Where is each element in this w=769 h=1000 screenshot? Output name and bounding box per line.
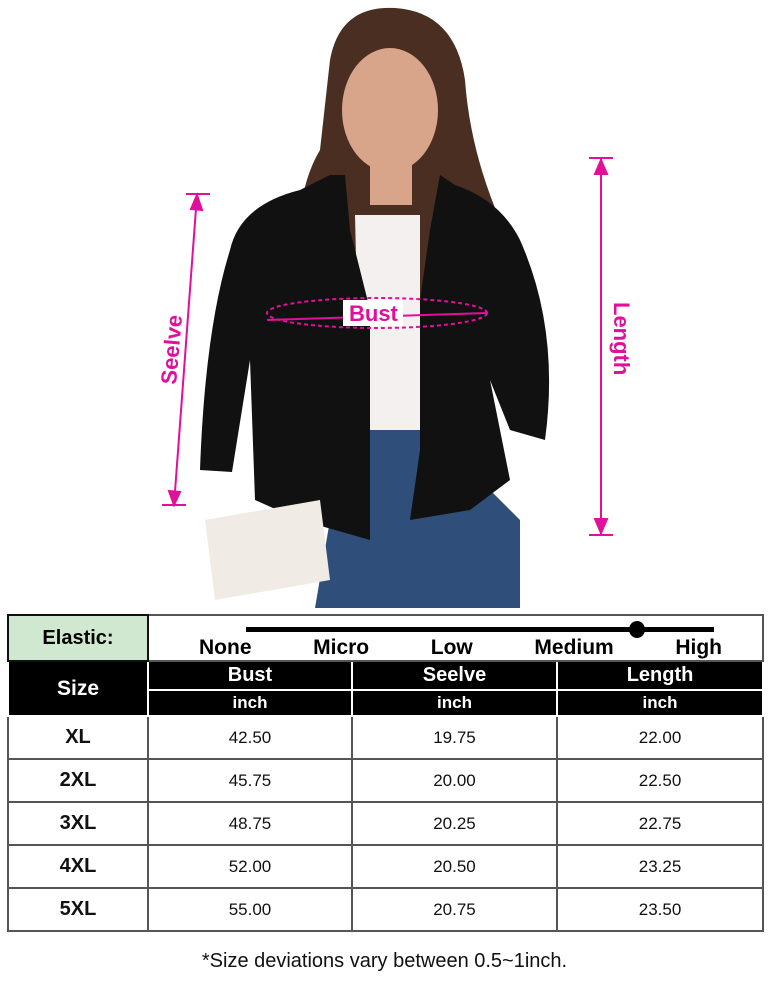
sleeve-measure-arrow (162, 192, 210, 508)
elastic-level-high: High (675, 636, 723, 659)
bust-cell: 42.50 (147, 715, 353, 760)
model-photo: Seelve Bust Length (156, 7, 634, 608)
table-row: 4XL 52.00 20.50 23.25 (7, 844, 765, 889)
unit-row: inch inch inch (8, 689, 765, 717)
bust-label-background (343, 300, 403, 326)
length-cell: 22.50 (555, 758, 765, 803)
size-table: Elastic: None Micro Low Medium High Size Bus… (7, 614, 765, 932)
bust-cell: 55.00 (147, 887, 353, 932)
elastic-level-none: None (199, 636, 252, 659)
length-header: Length (555, 660, 765, 691)
clutch-bag (205, 500, 330, 600)
elastic-scale-bar (246, 627, 715, 632)
length-unit: inch (555, 689, 765, 717)
elastic-row: Elastic: None Micro Low Medium High (7, 614, 765, 662)
elastic-level-micro: Micro (313, 636, 370, 659)
elastic-level-medium: Medium (534, 636, 614, 659)
table-row: 3XL 48.75 20.25 22.75 (7, 801, 765, 846)
table-row: 5XL 55.00 20.75 23.50 (7, 887, 765, 932)
sleeve-cell: 20.25 (351, 801, 558, 846)
model-face (342, 48, 438, 172)
elastic-levels: None Micro Low Medium High (199, 636, 722, 660)
elastic-scale-marker (628, 621, 645, 638)
size-cell: 2XL (7, 758, 149, 803)
table-row: XL 42.50 19.75 22.00 (7, 715, 765, 760)
sleeve-cell: 19.75 (351, 715, 558, 760)
bust-header: Bust (147, 660, 353, 691)
length-cell: 22.00 (555, 715, 765, 760)
model-jacket (200, 175, 550, 540)
elastic-scale: None Micro Low Medium High (146, 614, 765, 662)
size-cell: 4XL (7, 844, 149, 889)
length-cell: 23.50 (555, 887, 765, 932)
model-neck (370, 160, 412, 205)
bust-cell: 45.75 (147, 758, 353, 803)
length-measure-arrow (589, 157, 613, 536)
size-cell: XL (7, 715, 149, 760)
sleeve-cell: 20.00 (351, 758, 558, 803)
sleeve-header: Seelve (351, 660, 558, 691)
header-row: Size Bust Seelve Length (7, 660, 765, 717)
size-cell: 3XL (7, 801, 149, 846)
sleeve-unit: inch (351, 689, 558, 717)
bust-label: Bust (349, 301, 399, 326)
table-row: 2XL 45.75 20.00 22.50 (7, 758, 765, 803)
sleeve-cell: 20.75 (351, 887, 558, 932)
length-cell: 22.75 (555, 801, 765, 846)
length-cell: 23.25 (555, 844, 765, 889)
sleeve-cell: 20.50 (351, 844, 558, 889)
size-cell: 5XL (7, 887, 149, 932)
size-header: Size (7, 660, 149, 717)
length-label: Length (609, 302, 634, 375)
elastic-label: Elastic: (7, 614, 149, 662)
sleeve-label: Seelve (156, 314, 187, 386)
elastic-level-low: Low (430, 636, 473, 659)
size-deviation-note: *Size deviations vary between 0.5~1inch. (201, 950, 568, 972)
bust-cell: 48.75 (147, 801, 353, 846)
bust-unit: inch (147, 689, 353, 717)
size-table-body: XL 42.50 19.75 22.00 2XL 45.75 20.00 22.50 3XL 48… (7, 715, 765, 932)
bust-cell: 52.00 (147, 844, 353, 889)
